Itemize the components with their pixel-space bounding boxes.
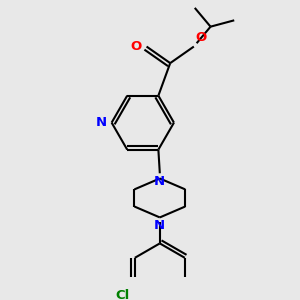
Text: N: N [95, 116, 106, 129]
Text: O: O [195, 31, 206, 44]
Text: O: O [130, 40, 141, 53]
Text: Cl: Cl [116, 289, 130, 300]
Text: N: N [154, 219, 165, 232]
Text: N: N [154, 175, 165, 188]
